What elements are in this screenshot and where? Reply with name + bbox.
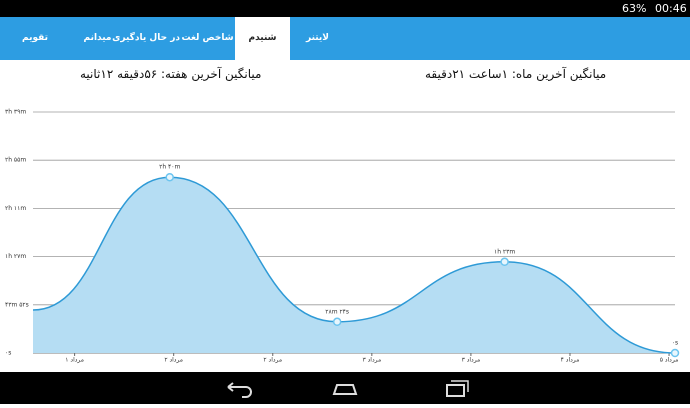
point <box>332 317 342 327</box>
value-label: ۲۸m ۲۴s <box>325 308 349 315</box>
x-tick-label: ۴ مرداد <box>561 357 580 364</box>
value-label: ۱h ۲۳m <box>494 248 515 255</box>
x-tick-label: ۳ مرداد <box>362 357 381 364</box>
tab[interactable]: شنیدم <box>235 17 290 60</box>
value-label: ۲h ۴۰m <box>159 164 180 171</box>
y-tick-label: ۱h ۲۷m <box>5 253 26 260</box>
area <box>33 177 675 353</box>
y-tick-label: ۳h ۳۹m <box>5 109 26 116</box>
tab[interactable]: تقویم <box>22 33 48 43</box>
point <box>670 348 680 358</box>
x-tick-label: ۵ مرداد <box>660 357 679 364</box>
chart: ۰s ۴۳m ۵۲s ۱h ۲۷m ۲h ۱۱m ۲h ۵۵m ۳h ۳۹m ۱ مرداد… <box>5 109 680 364</box>
nav-icons <box>227 380 469 398</box>
battery: 63% <box>622 2 647 15</box>
y-tick-label: ۴۳m ۵۲s <box>5 301 29 308</box>
value-label: ۰s <box>672 340 678 347</box>
x-tick-label: ۳ مرداد <box>462 357 481 364</box>
x-tick-label: ۱ مرداد <box>65 357 84 364</box>
home-button[interactable] <box>332 384 358 395</box>
tab[interactable]: در حال یادگیری <box>112 33 180 43</box>
recents-button[interactable] <box>446 380 469 397</box>
clock: 00:46 <box>655 2 687 15</box>
back-button[interactable] <box>227 382 252 398</box>
point <box>165 172 174 182</box>
point <box>500 257 509 267</box>
tab[interactable]: شاخص لغت <box>181 33 234 43</box>
tab[interactable]: میدانم <box>83 33 112 43</box>
y-tick-label: ۲h ۵۵m <box>5 157 26 164</box>
tab-bar: تقویم میدانم در حال یادگیری شاخص لغت شنیدم لا… <box>0 17 690 60</box>
week-average: میانگین آخرین هفته: ۵۶دقیقه ۱۲ثانیه <box>80 67 262 81</box>
tab[interactable]: لایتنر <box>305 33 330 43</box>
y-tick-label: ۲h ۱۱m <box>5 205 26 212</box>
status-bar: 63% 00:46 <box>0 0 690 17</box>
x-tick-label: ۲ مرداد <box>263 357 282 364</box>
month-average: میانگین آخرین ماه: ۱ساعت ۲۱دقیقه <box>425 67 607 81</box>
y-tick-label: ۰s <box>5 350 11 357</box>
x-tick-label: ۲ مرداد <box>164 357 183 364</box>
nav-bar <box>0 372 690 404</box>
